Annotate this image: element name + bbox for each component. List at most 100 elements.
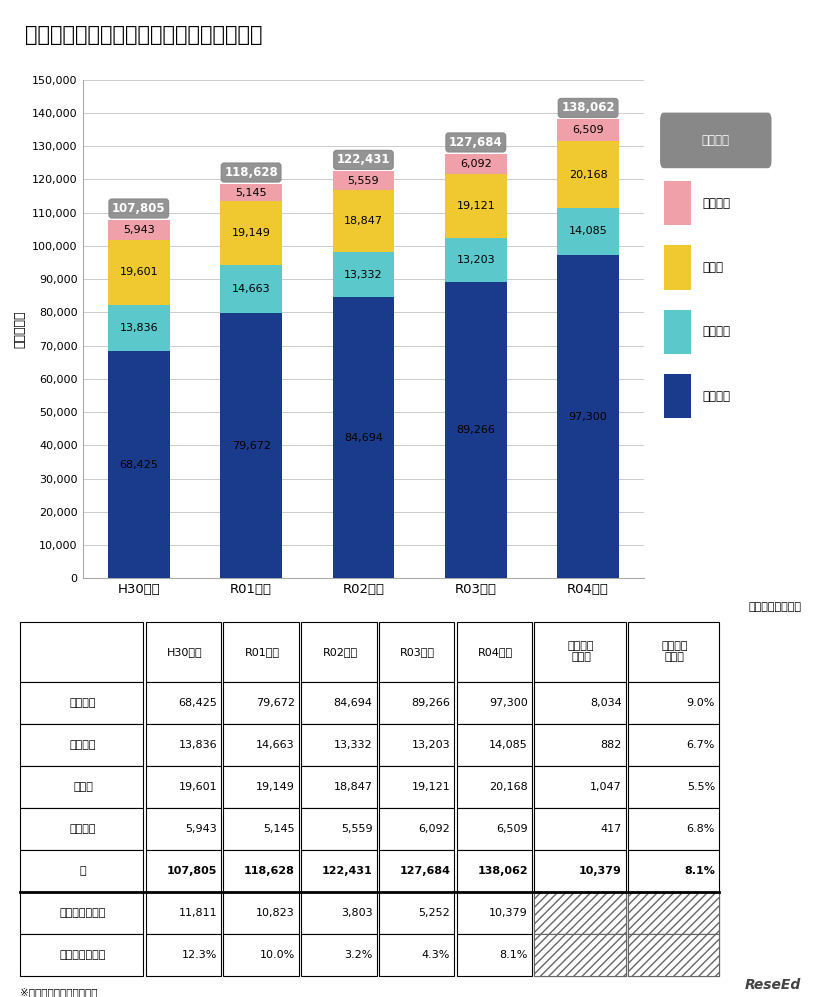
Bar	[21, 849, 144, 891]
Bar	[457, 849, 532, 891]
Text: 20,168: 20,168	[569, 169, 607, 179]
Text: 19,149: 19,149	[231, 228, 271, 238]
Bar	[301, 682, 377, 724]
Text: 19,601: 19,601	[178, 782, 217, 792]
Y-axis label: （百万円）: （百万円）	[13, 310, 26, 348]
Text: 5,145: 5,145	[263, 824, 295, 833]
Text: 1,047: 1,047	[590, 782, 621, 792]
Text: 68,425: 68,425	[178, 698, 217, 708]
Bar	[221, 265, 282, 313]
Text: 5,252: 5,252	[419, 907, 450, 918]
Bar	[379, 682, 454, 724]
Text: H30年度: H30年度	[167, 647, 202, 657]
Text: 対前年度
増減額: 対前年度 増減額	[567, 641, 595, 662]
Bar	[224, 891, 299, 934]
Text: 118,628: 118,628	[224, 166, 278, 179]
Text: 84,694: 84,694	[344, 433, 383, 443]
Text: 89,266: 89,266	[411, 698, 450, 708]
Text: 107,805: 107,805	[167, 865, 217, 875]
Bar	[628, 934, 719, 976]
Text: 84,694: 84,694	[334, 698, 373, 708]
Bar	[628, 682, 719, 724]
Text: 9.0%: 9.0%	[686, 698, 715, 708]
Bar	[333, 171, 394, 189]
Text: 122,431: 122,431	[337, 154, 390, 166]
Bar	[534, 621, 625, 682]
Text: R01年度: R01年度	[244, 647, 280, 657]
Bar	[21, 682, 144, 724]
Text: 10.0%: 10.0%	[259, 950, 295, 960]
Bar	[558, 120, 619, 141]
Text: 97,300: 97,300	[489, 698, 528, 708]
Text: 13,836: 13,836	[178, 740, 217, 750]
Text: 68,425: 68,425	[119, 460, 159, 470]
Bar	[534, 808, 625, 849]
Text: 18,847: 18,847	[334, 782, 373, 792]
Bar	[145, 891, 221, 934]
Text: 127,684: 127,684	[449, 136, 503, 149]
Text: 122,431: 122,431	[322, 865, 373, 875]
Text: 79,672: 79,672	[256, 698, 295, 708]
Bar	[664, 181, 691, 225]
Text: 5,943: 5,943	[185, 824, 217, 833]
Text: 6,509: 6,509	[496, 824, 528, 833]
Bar	[108, 220, 169, 239]
Bar	[379, 766, 454, 808]
Text: 13,332: 13,332	[334, 740, 373, 750]
Bar	[457, 934, 532, 976]
Bar	[221, 313, 282, 578]
Bar	[145, 724, 221, 766]
Text: 19,149: 19,149	[256, 782, 295, 792]
Text: 127,684: 127,684	[399, 865, 450, 875]
Bar	[534, 891, 625, 934]
Text: 6,092: 6,092	[419, 824, 450, 833]
Bar	[301, 849, 377, 891]
Bar	[145, 849, 221, 891]
Bar	[145, 621, 221, 682]
Text: 6.8%: 6.8%	[686, 824, 715, 833]
Bar	[21, 724, 144, 766]
Bar	[457, 891, 532, 934]
Bar	[534, 724, 625, 766]
Bar	[379, 891, 454, 934]
FancyBboxPatch shape	[661, 114, 771, 167]
Bar	[558, 141, 619, 208]
Text: 8.1%: 8.1%	[684, 865, 715, 875]
Text: 5,145: 5,145	[235, 187, 267, 197]
Bar	[224, 849, 299, 891]
Text: 13,332: 13,332	[344, 269, 382, 279]
Text: 5.5%: 5.5%	[687, 782, 715, 792]
Bar	[379, 621, 454, 682]
Text: １－２．民間企業からの研究資金等受入額: １－２．民間企業からの研究資金等受入額	[25, 25, 263, 45]
Text: 合計金額: 合計金額	[702, 134, 730, 147]
Text: 14,663: 14,663	[256, 740, 295, 750]
Text: 知的財産: 知的財産	[702, 196, 730, 209]
Bar	[534, 934, 625, 976]
Bar	[221, 184, 282, 201]
Text: 19,601: 19,601	[120, 267, 158, 277]
Text: 受託研究: 受託研究	[702, 325, 730, 338]
Bar	[301, 891, 377, 934]
Bar	[379, 849, 454, 891]
Bar	[534, 682, 625, 724]
Text: 14,663: 14,663	[232, 284, 270, 294]
Bar	[664, 374, 691, 419]
Text: 11,811: 11,811	[178, 907, 217, 918]
Bar	[379, 808, 454, 849]
Bar	[224, 766, 299, 808]
Bar	[301, 934, 377, 976]
Bar	[628, 849, 719, 891]
Text: 417: 417	[601, 824, 621, 833]
Text: 138,062: 138,062	[477, 865, 528, 875]
Bar	[221, 201, 282, 265]
Text: 共同研究: 共同研究	[702, 390, 730, 403]
Text: 計: 計	[80, 865, 87, 875]
Bar	[534, 766, 625, 808]
Text: （単位：百万円）: （単位：百万円）	[748, 602, 801, 612]
Text: 14,085: 14,085	[489, 740, 528, 750]
Text: 対前年度増減率: 対前年度増減率	[60, 950, 107, 960]
Text: 19,121: 19,121	[457, 201, 495, 211]
Bar	[224, 934, 299, 976]
Bar	[333, 252, 394, 297]
Bar	[457, 766, 532, 808]
